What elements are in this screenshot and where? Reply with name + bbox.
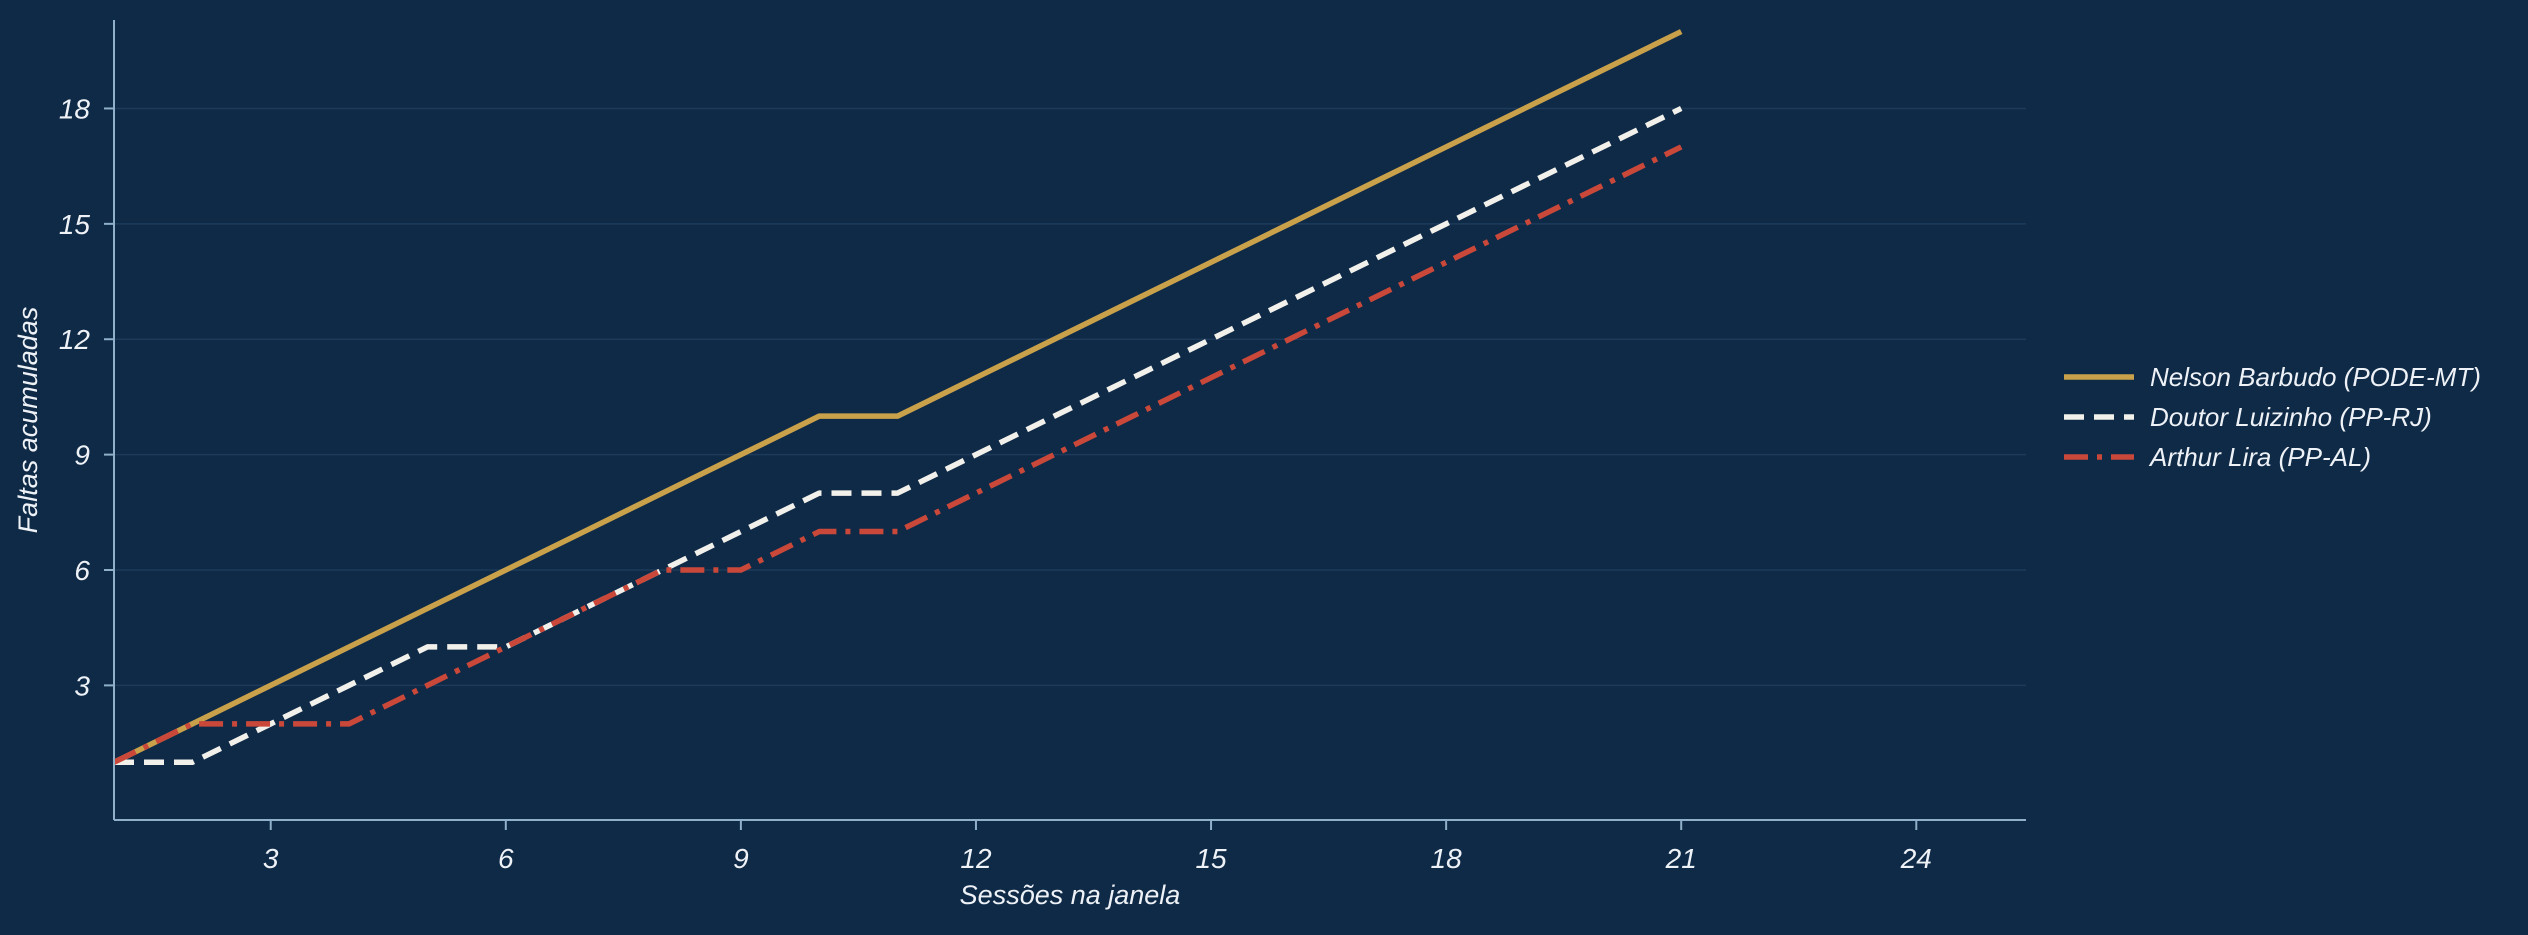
- tick-layer: 3 6 9 12 15 18 21 24 3 6 9 12 15 18: [59, 93, 1932, 874]
- y-axis-label: Faltas acumuladas: [13, 307, 43, 534]
- y-tick-label-9: 9: [74, 440, 90, 471]
- series-line-3: [112, 144, 1683, 765]
- x-tick-label-18: 18: [1431, 843, 1463, 874]
- x-tick-label-6: 6: [498, 843, 514, 874]
- x-axis-label: Sessões na janela: [960, 880, 1181, 910]
- series-line-1: [112, 29, 1683, 765]
- x-tick-label-3: 3: [263, 843, 279, 874]
- y-tick-label-6: 6: [74, 555, 90, 586]
- y-tick-label-18: 18: [59, 93, 91, 124]
- x-tick-label-15: 15: [1195, 843, 1227, 874]
- series-layer: [112, 29, 1683, 766]
- x-tick-label-12: 12: [960, 843, 992, 874]
- y-tick-label-15: 15: [59, 209, 91, 240]
- series-line-2: [114, 105, 1683, 766]
- x-tick-label-24: 24: [1900, 843, 1932, 874]
- legend-label-2: Doutor Luizinho (PP-RJ): [2150, 402, 2432, 432]
- grid-layer: [114, 107, 2026, 687]
- x-tick-label-21: 21: [1665, 843, 1697, 874]
- legend-label-1: Nelson Barbudo (PODE-MT): [2150, 362, 2481, 392]
- legend-label-3: Arthur Lira (PP-AL): [2148, 442, 2371, 472]
- x-tick-label-9: 9: [733, 843, 749, 874]
- legend: Nelson Barbudo (PODE-MT) Doutor Luizinho …: [2064, 362, 2481, 472]
- axes-layer: [113, 20, 2026, 821]
- y-tick-label-12: 12: [59, 324, 91, 355]
- y-tick-label-3: 3: [74, 670, 90, 701]
